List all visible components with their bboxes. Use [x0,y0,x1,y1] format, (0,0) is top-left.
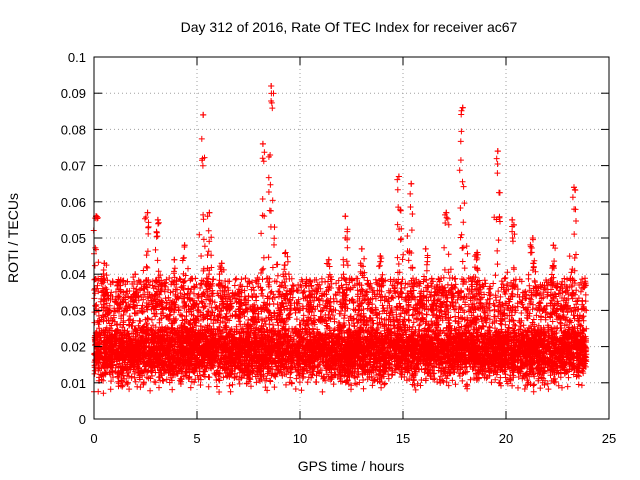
peak-point-22 [422,245,429,252]
axis-ticks: 0 0.01 0.02 0.03 0.04 0.05 0.06 0.07 0.08 0.09 0.1… [61,50,617,446]
y-axis-label: ROTI / TECUs [5,193,21,283]
x-axis-label: GPS time / hours [298,458,405,474]
peak-point-8 [200,111,207,118]
y-tick-label: 0.1 [68,50,86,65]
peak-point-20 [395,173,402,180]
peak-point-3 [132,271,139,278]
peak-point-27 [509,216,516,223]
peak-point-14 [282,249,289,256]
peak-point-21 [408,180,415,187]
gridlines [94,57,609,419]
peak-point-12 [259,140,266,147]
peak-point-9 [206,209,213,216]
peak-point-24 [459,104,466,111]
peak-point-2 [115,278,122,285]
y-tick-label: 0.01 [61,376,86,391]
series-roti-points [90,83,590,397]
y-tick-label: 0.07 [61,159,86,174]
y-tick-label: 0.09 [61,86,86,101]
peak-point-19 [377,253,384,260]
peak-point-29 [550,242,557,249]
peak-point-13 [268,82,275,89]
chart-title: Day 312 of 2016, Rate Of TEC Index for r… [181,19,518,35]
y-tick-label: 0.05 [61,231,86,246]
y-tick-label: 0.04 [61,267,86,282]
peak-point-18 [358,245,365,252]
peak-point-15 [307,278,314,285]
peak-point-23 [443,209,450,216]
peak-point-1 [101,260,108,267]
y-tick-label: 0.03 [61,303,86,318]
y-tick-label: 0.02 [61,340,86,355]
x-tick-label: 0 [90,431,97,446]
peak-point-5 [154,216,161,223]
peak-point-10 [218,260,225,267]
y-tick-label: 0.06 [61,195,86,210]
x-tick-label: 5 [193,431,200,446]
peak-point-4 [144,209,151,216]
data-points [90,82,590,397]
peak-point-26 [494,148,501,155]
x-tick-label: 10 [293,431,307,446]
y-tick-label: 0.08 [61,122,86,137]
x-tick-label: 15 [396,431,410,446]
peak-point-17 [342,213,349,220]
y-tick-label: 0 [79,412,86,427]
peak-point-30 [570,184,577,191]
peak-point-7 [181,242,188,249]
peak-point-25 [474,249,481,256]
peak-point-28 [529,235,536,241]
peak-point-16 [325,256,332,263]
x-tick-label: 20 [499,431,513,446]
peak-point-6 [171,256,178,263]
x-tick-label: 25 [602,431,616,446]
peak-point-11 [237,282,244,289]
